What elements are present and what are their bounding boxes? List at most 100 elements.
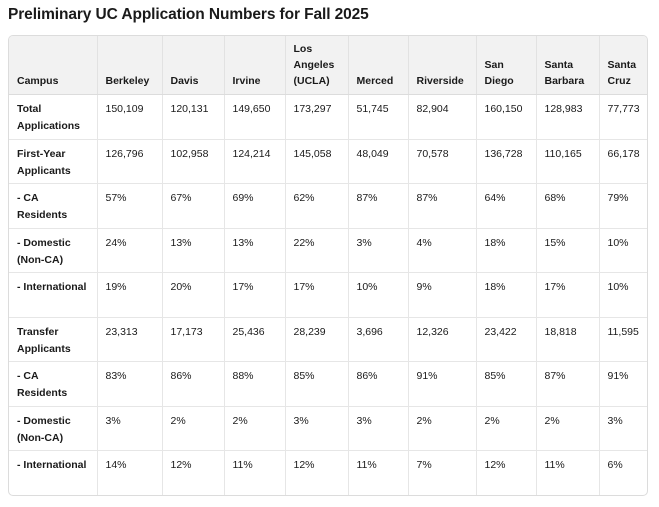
table-cell: 2% <box>476 405 537 451</box>
table-cell: 10% <box>348 272 409 317</box>
table-cell: 136,728 <box>476 138 537 184</box>
table-cell: 87% <box>408 183 477 228</box>
table-cell: 12% <box>285 450 349 495</box>
table-row: First-Year Applicants 126,796 102,958 124,2… <box>9 138 647 184</box>
table-cell: 86% <box>348 361 409 406</box>
table-cell: 10% <box>599 272 647 317</box>
row-header-cell: Transfer Applicants <box>9 316 98 362</box>
table-cell: 11% <box>348 450 409 495</box>
table-cell: 11% <box>536 450 600 495</box>
column-header: Santa Cruz <box>599 36 647 95</box>
row-header-cell: First-Year Applicants <box>9 138 98 184</box>
column-header: Davis <box>162 36 225 95</box>
table-cell: 6% <box>599 450 647 495</box>
table-cell: 69% <box>224 183 286 228</box>
table-row: - International 14% 12% 11% 12% 11% 7% 12% 11% 6% <box>9 450 647 495</box>
table-cell: 14% <box>97 450 163 495</box>
table-cell: 66,178 <box>599 138 647 184</box>
table-cell: 126,796 <box>97 138 163 184</box>
row-header-cell: - International <box>9 272 98 317</box>
column-header: Santa Barbara <box>536 36 600 95</box>
table-cell: 67% <box>162 183 225 228</box>
table-cell: 4% <box>408 227 477 273</box>
table-row: Total Applications 150,109 120,131 149,650 1… <box>9 94 647 139</box>
table-cell: 18% <box>476 227 537 273</box>
table-cell: 2% <box>162 405 225 451</box>
table-cell: 11,595 <box>599 316 647 362</box>
table-row: - Domestic (Non-CA) 24% 13% 13% 22% 3% 4% 18% 15… <box>9 227 647 273</box>
table-row: - CA Residents 83% 86% 88% 85% 86% 91% 85% 87% 91… <box>9 361 647 406</box>
table-cell: 23,313 <box>97 316 163 362</box>
applications-table: Campus Berkeley Davis Irvine Los Angeles… <box>9 36 647 495</box>
table-cell: 3% <box>285 405 349 451</box>
table-cell: 124,214 <box>224 138 286 184</box>
table-cell: 12% <box>476 450 537 495</box>
table-cell: 85% <box>476 361 537 406</box>
column-header: Berkeley <box>97 36 163 95</box>
table-cell: 2% <box>408 405 477 451</box>
table-cell: 13% <box>224 227 286 273</box>
table-cell: 62% <box>285 183 349 228</box>
table-cell: 82,904 <box>408 94 477 139</box>
table-cell: 7% <box>408 450 477 495</box>
table-body: Total Applications 150,109 120,131 149,650 1… <box>9 94 647 495</box>
table-cell: 102,958 <box>162 138 225 184</box>
table-cell: 149,650 <box>224 94 286 139</box>
table-cell: 13% <box>162 227 225 273</box>
table-cell: 120,131 <box>162 94 225 139</box>
column-header: Campus <box>9 36 98 95</box>
column-header: Merced <box>348 36 409 95</box>
table-cell: 20% <box>162 272 225 317</box>
table-cell: 150,109 <box>97 94 163 139</box>
table-cell: 17% <box>285 272 349 317</box>
table-cell: 86% <box>162 361 225 406</box>
table-cell: 17% <box>224 272 286 317</box>
table-cell: 48,049 <box>348 138 409 184</box>
table-cell: 11% <box>224 450 286 495</box>
table-cell: 3,696 <box>348 316 409 362</box>
table-row: Transfer Applicants 23,313 17,173 25,436 28,… <box>9 316 647 362</box>
table-cell: 12% <box>162 450 225 495</box>
table-cell: 128,983 <box>536 94 600 139</box>
table-cell: 17% <box>536 272 600 317</box>
table-cell: 145,058 <box>285 138 349 184</box>
row-header-cell: - Domestic (Non-CA) <box>9 405 98 451</box>
row-header-cell: - International <box>9 450 98 495</box>
row-header-cell: - Domestic (Non-CA) <box>9 227 98 273</box>
row-header-cell: - CA Residents <box>9 361 98 406</box>
table-cell: 12,326 <box>408 316 477 362</box>
page-title: Preliminary UC Application Numbers for F… <box>8 6 369 23</box>
table-row: - Domestic (Non-CA) 3% 2% 2% 3% 3% 2% 2% 2% 3% <box>9 405 647 451</box>
table-cell: 3% <box>348 227 409 273</box>
table-cell: 10% <box>599 227 647 273</box>
applications-table-container: Campus Berkeley Davis Irvine Los Angeles… <box>8 35 648 496</box>
table-cell: 87% <box>348 183 409 228</box>
table-cell: 87% <box>536 361 600 406</box>
table-cell: 110,165 <box>536 138 600 184</box>
column-header: Los Angeles (UCLA) <box>285 36 349 95</box>
table-cell: 88% <box>224 361 286 406</box>
table-cell: 17,173 <box>162 316 225 362</box>
column-header: Riverside <box>408 36 477 95</box>
table-cell: 22% <box>285 227 349 273</box>
row-header-cell: - CA Residents <box>9 183 98 228</box>
table-cell: 160,150 <box>476 94 537 139</box>
table-cell: 18% <box>476 272 537 317</box>
table-cell: 28,239 <box>285 316 349 362</box>
table-cell: 173,297 <box>285 94 349 139</box>
table-cell: 83% <box>97 361 163 406</box>
table-cell: 79% <box>599 183 647 228</box>
table-row: - International 19% 20% 17% 17% 10% 9% 18% 17% 10… <box>9 272 647 317</box>
table-cell: 57% <box>97 183 163 228</box>
table-cell: 64% <box>476 183 537 228</box>
column-header: San Diego <box>476 36 537 95</box>
table-cell: 3% <box>599 405 647 451</box>
table-cell: 2% <box>536 405 600 451</box>
table-cell: 91% <box>599 361 647 406</box>
table-cell: 68% <box>536 183 600 228</box>
table-cell: 51,745 <box>348 94 409 139</box>
table-cell: 18,818 <box>536 316 600 362</box>
table-cell: 23,422 <box>476 316 537 362</box>
table-cell: 77,773 <box>599 94 647 139</box>
row-header-cell: Total Applications <box>9 94 98 139</box>
